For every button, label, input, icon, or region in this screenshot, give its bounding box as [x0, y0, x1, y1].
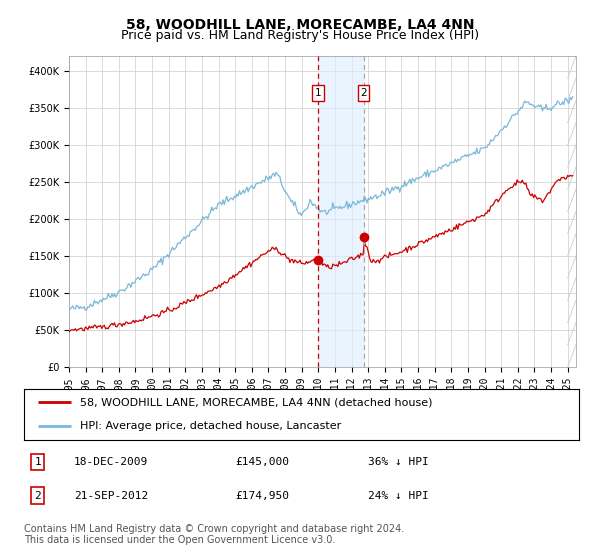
Text: HPI: Average price, detached house, Lancaster: HPI: Average price, detached house, Lanc…	[79, 422, 341, 432]
Text: 2: 2	[360, 88, 367, 98]
Text: 58, WOODHILL LANE, MORECAMBE, LA4 4NN: 58, WOODHILL LANE, MORECAMBE, LA4 4NN	[126, 18, 474, 32]
Text: 2: 2	[35, 491, 41, 501]
Text: 58, WOODHILL LANE, MORECAMBE, LA4 4NN (detached house): 58, WOODHILL LANE, MORECAMBE, LA4 4NN (d…	[79, 397, 432, 407]
Text: 18-DEC-2009: 18-DEC-2009	[74, 457, 148, 467]
Text: 1: 1	[35, 457, 41, 467]
Text: £174,950: £174,950	[235, 491, 289, 501]
Text: Contains HM Land Registry data © Crown copyright and database right 2024.
This d: Contains HM Land Registry data © Crown c…	[24, 524, 404, 545]
Text: £145,000: £145,000	[235, 457, 289, 467]
Bar	[317, 56, 364, 367]
Text: 1: 1	[314, 88, 321, 98]
Text: 21-SEP-2012: 21-SEP-2012	[74, 491, 148, 501]
Text: 24% ↓ HPI: 24% ↓ HPI	[368, 491, 429, 501]
Text: 36% ↓ HPI: 36% ↓ HPI	[368, 457, 429, 467]
Text: Price paid vs. HM Land Registry's House Price Index (HPI): Price paid vs. HM Land Registry's House …	[121, 29, 479, 42]
